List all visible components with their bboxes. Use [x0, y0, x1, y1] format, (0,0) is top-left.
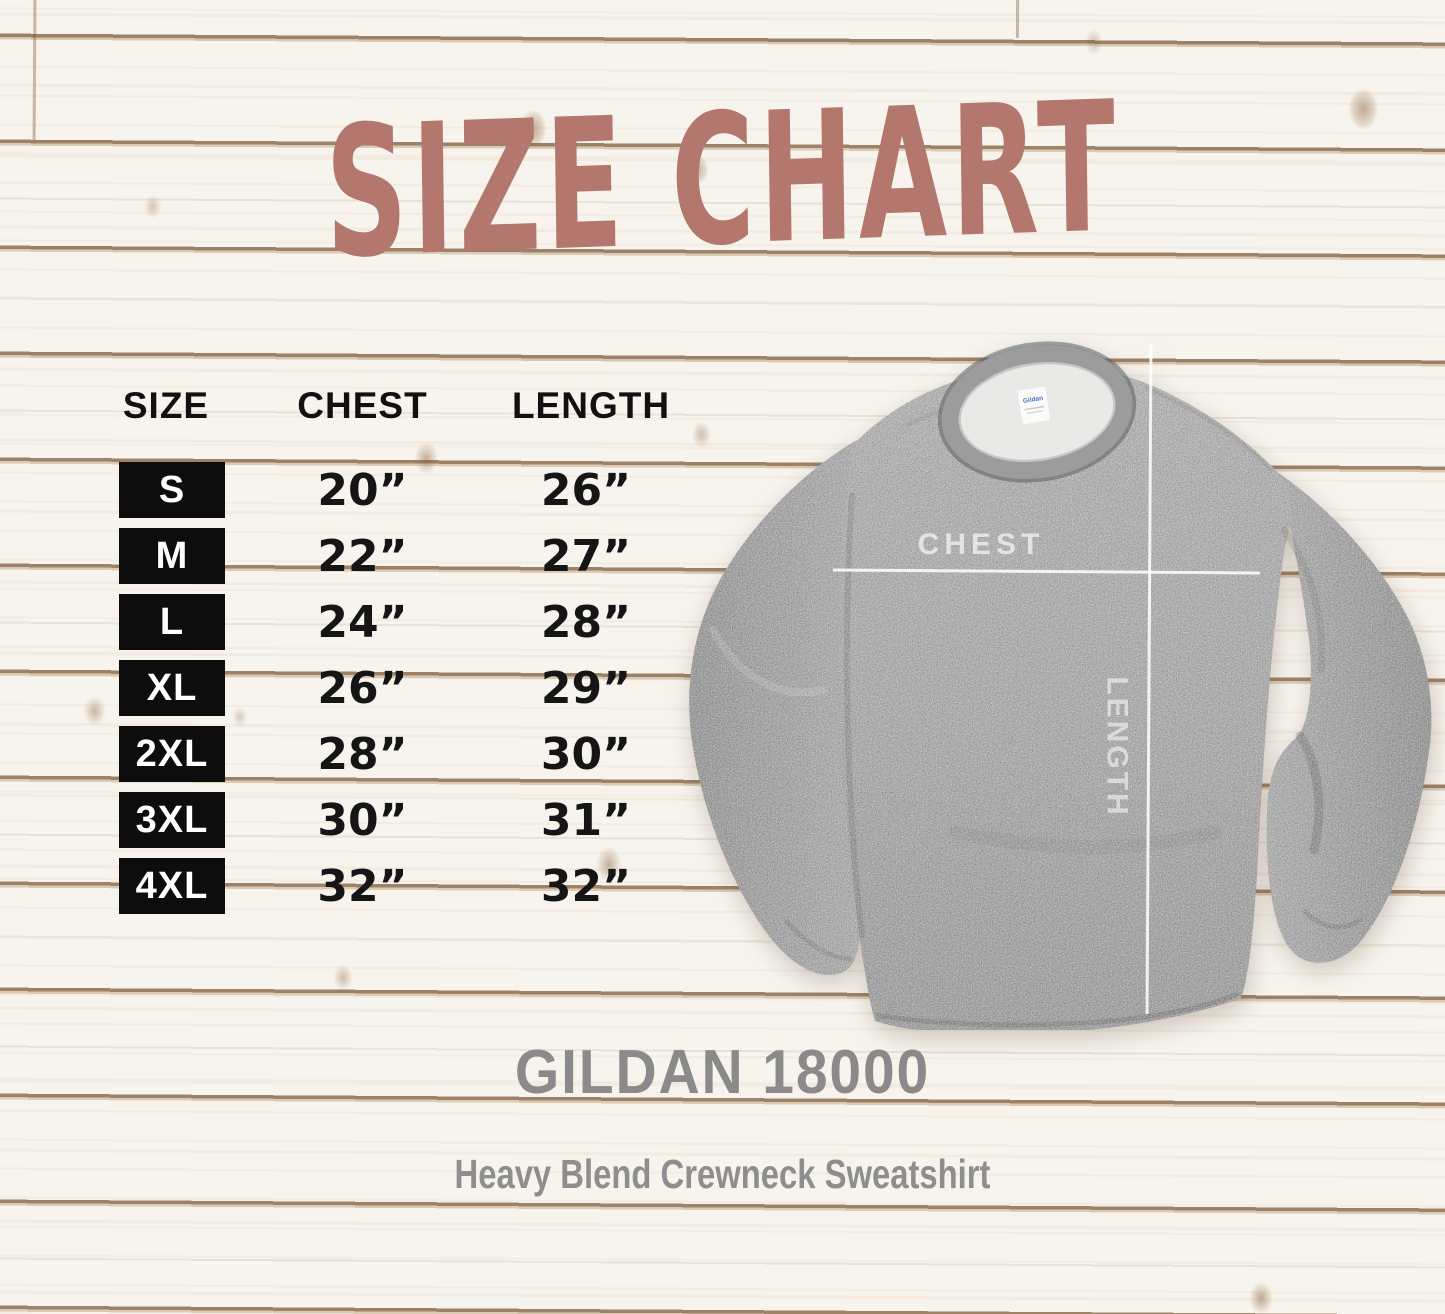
- table-row: 3XL 30” 31”: [0, 792, 720, 848]
- length-line-label: LENGTH: [1101, 676, 1134, 817]
- length-value: 27”: [540, 530, 632, 582]
- length-measure-line: [1145, 343, 1153, 1015]
- size-label: 4XL: [119, 858, 225, 914]
- neck-tag: [1017, 386, 1051, 425]
- sweatshirt-shape: Gildan CHEST LENGTH: [689, 341, 1432, 1030]
- column-header-length: LENGTH: [511, 385, 671, 426]
- table-row: XL 26” 29”: [0, 660, 720, 716]
- product-subtitle: Heavy Blend Crewneck Sweatshirt: [454, 1151, 991, 1197]
- length-value: 30”: [540, 728, 632, 780]
- size-label: 2XL: [119, 726, 225, 782]
- length-value: 31”: [540, 794, 632, 846]
- table-row: 2XL 28” 30”: [0, 726, 720, 782]
- table-row: L 24” 28”: [0, 594, 720, 650]
- table-row: S 20” 26”: [0, 462, 720, 518]
- size-label: 3XL: [119, 792, 225, 848]
- plank-joint: [1015, 0, 1020, 39]
- size-label: S: [119, 462, 225, 518]
- column-header-size: SIZE: [122, 385, 210, 426]
- size-label: XL: [119, 660, 225, 716]
- measurement-lines: CHEST LENGTH: [832, 343, 1261, 1015]
- chest-measure-line: [832, 568, 1261, 575]
- chest-value: 30”: [317, 794, 408, 846]
- chest-value: 26”: [317, 662, 408, 714]
- size-label: L: [119, 594, 225, 650]
- crewneck-collar: Gildan: [937, 341, 1137, 483]
- length-value: 26”: [540, 464, 632, 516]
- column-header-chest: CHEST: [297, 385, 428, 426]
- length-value: 29”: [540, 662, 632, 714]
- neck-tag-brand: Gildan: [1023, 395, 1044, 405]
- page-title: SIZE CHART: [324, 62, 1121, 299]
- size-label: M: [119, 528, 225, 584]
- chest-value: 22”: [317, 530, 408, 582]
- chest-value: 24”: [317, 596, 408, 648]
- table-row: M 22” 27”: [0, 528, 720, 584]
- table-row: 4XL 32” 32”: [0, 858, 720, 914]
- sweatshirt-photo: Gildan CHEST LENGTH: [689, 341, 1432, 1030]
- chest-value: 32”: [317, 860, 408, 912]
- chest-line-label: CHEST: [918, 528, 1045, 561]
- length-value: 32”: [540, 860, 632, 912]
- product-name: GILDAN 18000: [514, 1038, 931, 1107]
- chest-value: 20”: [317, 464, 408, 516]
- chest-value: 28”: [317, 728, 408, 780]
- length-value: 28”: [540, 596, 632, 648]
